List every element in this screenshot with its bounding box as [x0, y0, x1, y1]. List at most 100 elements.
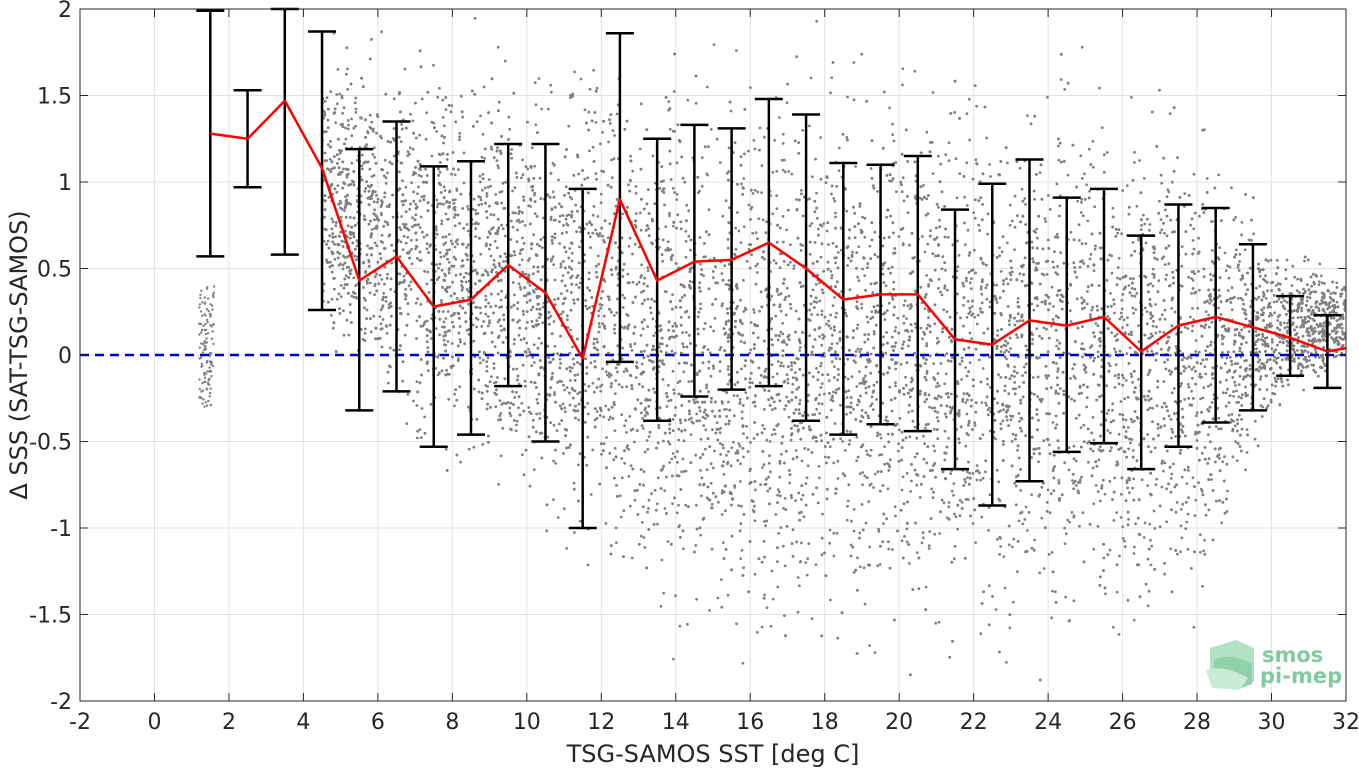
scatter-point: [1046, 350, 1050, 354]
scatter-point: [524, 165, 528, 169]
scatter-point: [496, 320, 500, 324]
scatter-point: [483, 147, 487, 151]
scatter-point: [533, 381, 536, 384]
scatter-point: [325, 258, 328, 262]
scatter-point: [1113, 311, 1116, 315]
scatter-point: [687, 234, 691, 238]
scatter-point: [1155, 325, 1158, 329]
scatter-point: [629, 343, 632, 346]
scatter-point: [434, 248, 438, 251]
scatter-point: [1272, 371, 1275, 375]
scatter-point: [727, 422, 731, 426]
scatter-point: [500, 289, 503, 293]
scatter-point: [1235, 459, 1239, 462]
scatter-point: [458, 325, 462, 328]
scatter-point: [806, 383, 810, 387]
scatter-point: [640, 362, 644, 366]
scatter-point: [937, 206, 940, 209]
scatter-point: [966, 476, 969, 480]
scatter-point: [1012, 537, 1016, 541]
scatter-point: [527, 259, 530, 262]
scatter-point: [405, 422, 409, 425]
scatter-point: [935, 385, 938, 389]
scatter-point: [566, 314, 569, 318]
scatter-point: [530, 364, 534, 367]
scatter-point: [813, 241, 817, 244]
scatter-point: [1010, 374, 1014, 377]
scatter-point: [410, 181, 413, 185]
scatter-point: [344, 126, 347, 130]
scatter-point: [440, 219, 444, 223]
scatter-point: [925, 344, 928, 348]
scatter-point: [973, 315, 977, 319]
scatter-point: [454, 240, 458, 244]
scatter-point: [1269, 305, 1272, 309]
scatter-point: [376, 200, 379, 204]
scatter-point: [980, 401, 984, 404]
scatter-point: [954, 515, 958, 519]
scatter-point: [700, 273, 703, 276]
scatter-point: [888, 106, 891, 110]
scatter-point: [326, 118, 330, 122]
scatter-point: [794, 309, 798, 313]
scatter-point: [575, 283, 578, 287]
scatter-point: [1111, 625, 1115, 629]
scatter-point: [958, 441, 961, 445]
scatter-point: [985, 403, 988, 407]
scatter-point: [771, 375, 775, 379]
scatter-point: [801, 493, 805, 497]
scatter-point: [789, 307, 793, 310]
scatter-point: [1159, 218, 1163, 222]
scatter-point: [1313, 326, 1317, 330]
scatter-point: [613, 446, 617, 450]
scatter-point: [810, 222, 814, 225]
scatter-point: [1197, 236, 1200, 240]
scatter-point: [665, 351, 668, 354]
scatter-point: [752, 311, 756, 314]
scatter-point: [900, 539, 904, 543]
scatter-point: [1293, 275, 1296, 279]
scatter-point: [1023, 518, 1027, 521]
scatter-point: [690, 379, 694, 383]
scatter-point: [965, 161, 969, 165]
scatter-point: [699, 533, 703, 537]
scatter-point: [1042, 567, 1046, 570]
scatter-point: [1121, 537, 1125, 540]
scatter-point: [345, 72, 348, 76]
scatter-point: [561, 402, 565, 406]
scatter-point: [1221, 460, 1225, 464]
scatter-point: [849, 430, 852, 434]
scatter-point: [793, 424, 796, 427]
scatter-point: [1096, 324, 1100, 328]
scatter-point: [560, 292, 563, 295]
scatter-point: [647, 388, 651, 392]
scatter-point: [615, 311, 619, 315]
scatter-point: [366, 130, 369, 133]
scatter-point: [725, 307, 729, 311]
scatter-point: [705, 172, 709, 176]
scatter-point: [761, 218, 765, 222]
scatter-point: [330, 167, 334, 171]
scatter-point: [1318, 262, 1322, 266]
scatter-point: [884, 351, 888, 355]
scatter-point: [1222, 324, 1226, 328]
scatter-point: [836, 459, 840, 463]
scatter-point: [1037, 460, 1040, 464]
scatter-point: [835, 311, 838, 315]
scatter-point: [904, 375, 907, 379]
scatter-point: [1117, 633, 1121, 636]
scatter-point: [644, 398, 647, 402]
scatter-point: [553, 232, 557, 236]
scatter-point: [633, 489, 637, 493]
scatter-point: [373, 208, 376, 212]
scatter-point: [498, 264, 501, 268]
scatter-point: [698, 419, 702, 423]
scatter-point: [529, 205, 532, 208]
scatter-point: [1052, 305, 1055, 308]
scatter-point: [867, 385, 871, 389]
scatter-point: [456, 242, 459, 246]
scatter-point: [783, 614, 786, 617]
scatter-point: [1045, 376, 1049, 380]
scatter-point: [1131, 381, 1134, 384]
scatter-point: [419, 436, 423, 439]
